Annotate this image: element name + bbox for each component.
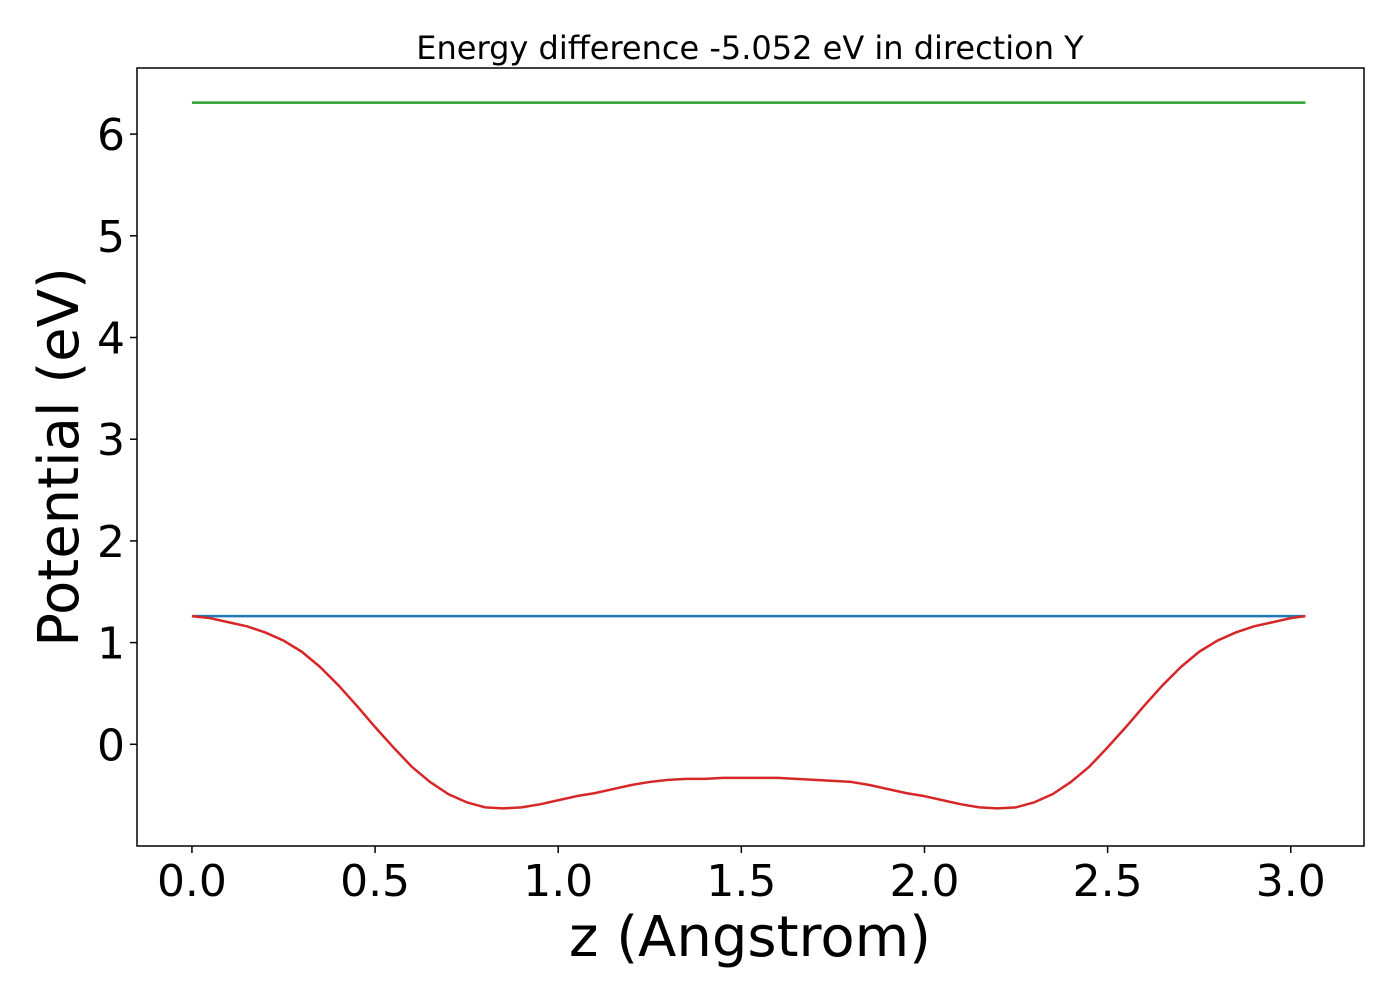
x-axis-ticks: 0.0 0.5 1.0 1.5 2.0 2.5 3.0 — [157, 846, 1326, 907]
y-tick-label-4: 4 — [97, 314, 125, 365]
x-tick-label-5: 2.5 — [1073, 856, 1143, 907]
x-tick-label-0: 0.0 — [157, 856, 227, 907]
y-tick-label-5: 5 — [97, 212, 125, 263]
x-tick-label-6: 3.0 — [1256, 856, 1326, 907]
x-tick-label-1: 0.5 — [340, 856, 410, 907]
y-tick-label-0: 0 — [97, 720, 125, 771]
series-line-2 — [191, 614, 1306, 810]
x-tick-label-3: 1.5 — [706, 856, 776, 907]
x-axis-label: z (Angstrom) — [569, 905, 931, 970]
y-tick-label-3: 3 — [97, 415, 125, 466]
chart-title: Energy difference -5.052 eV in direction… — [416, 29, 1084, 67]
y-tick-label-1: 1 — [97, 619, 125, 670]
y-tick-label-2: 2 — [97, 517, 125, 568]
y-axis-label: Potential (eV) — [27, 267, 92, 647]
y-tick-label-6: 6 — [97, 110, 125, 161]
y-axis-ticks: 0 1 2 3 4 5 6 — [97, 110, 137, 771]
x-tick-label-4: 2.0 — [889, 856, 959, 907]
x-tick-label-2: 1.0 — [523, 856, 593, 907]
axes-frame — [136, 67, 1365, 847]
plot-area — [191, 101, 1306, 810]
